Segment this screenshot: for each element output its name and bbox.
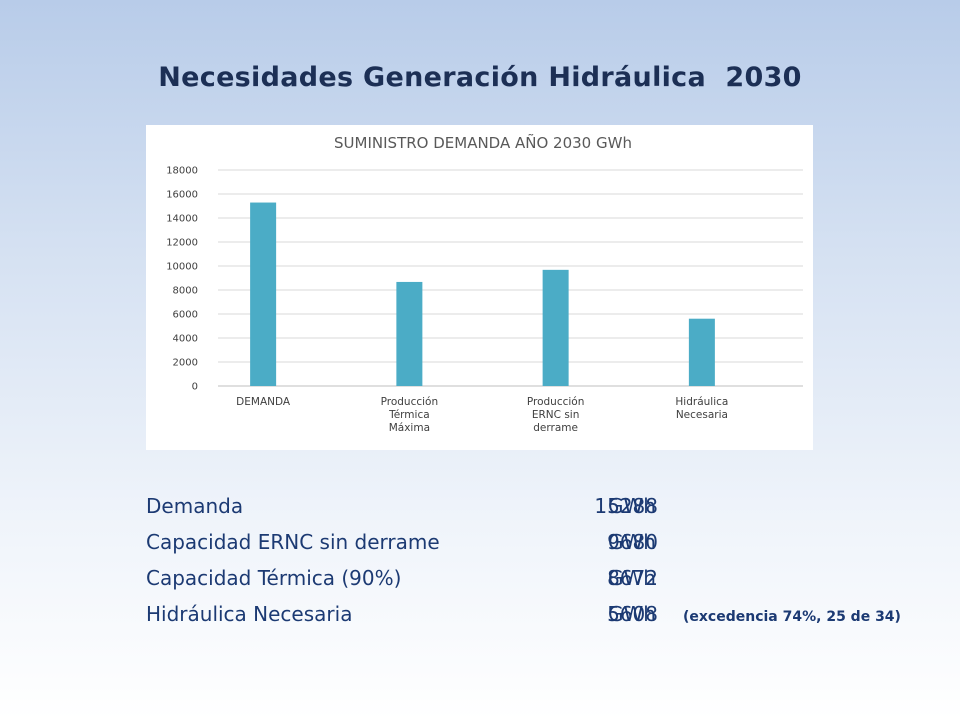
summary-value: 5608 <box>607 602 658 626</box>
y-axis-ticks: 0 2000 4000 6000 8000 10000 12000 14000 16000 180… <box>166 166 198 393</box>
summary-label: Demanda <box>146 494 244 518</box>
summary-value: 9680 <box>607 530 658 554</box>
x-category-label: Hidráulica Necesaria <box>675 396 728 421</box>
x-category-label: Producción Térmica Máxima <box>381 396 439 434</box>
summary-row-demanda: Demanda 15288 GWh <box>146 488 946 524</box>
summary-label: Hidráulica Necesaria <box>146 602 353 626</box>
summary-row-hidraulica: Hidráulica Necesaria 5608 GWh (excedenci… <box>146 596 946 632</box>
y-tick-label: 10000 <box>166 262 198 273</box>
bar <box>688 318 715 386</box>
chart-bars <box>250 202 715 386</box>
summary-unit: GWh <box>608 494 656 518</box>
summary-unit: GWh <box>608 566 656 590</box>
slide-title: Necesidades Generación Hidráulica 2030 <box>158 62 802 93</box>
bar <box>542 269 569 386</box>
summary-table: Demanda 15288 GWh Capacidad ERNC sin der… <box>146 488 946 632</box>
summary-label: Capacidad ERNC sin derrame <box>146 530 440 554</box>
summary-label: Capacidad Térmica (90%) <box>146 566 402 590</box>
summary-unit: GWh <box>608 530 656 554</box>
summary-value: 15288 <box>594 494 658 518</box>
chart-svg: SUMINISTRO DEMANDA AÑO 2030 GWh 0 2000 400… <box>166 133 803 434</box>
x-category-label: Producción ERNC sin derrame <box>527 396 585 434</box>
y-tick-label: 16000 <box>166 190 198 201</box>
bar-chart: SUMINISTRO DEMANDA AÑO 2030 GWh 0 2000 400… <box>146 125 813 450</box>
bar <box>250 202 277 386</box>
summary-row-termica: Capacidad Térmica (90%) 8672 GWh <box>146 560 946 596</box>
summary-row-ernc: Capacidad ERNC sin derrame 9680 GWh <box>146 524 946 560</box>
y-tick-label: 0 <box>192 382 198 393</box>
y-tick-label: 6000 <box>173 310 198 321</box>
x-axis-labels: DEMANDA Producción Térmica Máxima Producción… <box>236 396 728 434</box>
y-tick-label: 14000 <box>166 214 198 225</box>
summary-value: 8672 <box>607 566 658 590</box>
y-tick-label: 12000 <box>166 238 198 249</box>
chart-grid <box>218 169 803 387</box>
x-category-label: DEMANDA <box>236 396 291 408</box>
summary-unit: GWh <box>608 602 656 626</box>
y-tick-label: 4000 <box>173 334 198 345</box>
bar <box>396 281 423 386</box>
chart-title: SUMINISTRO DEMANDA AÑO 2030 GWh <box>334 133 632 152</box>
y-tick-label: 18000 <box>166 166 198 177</box>
y-tick-label: 2000 <box>173 358 198 369</box>
y-tick-label: 8000 <box>173 286 198 297</box>
summary-note: (excedencia 74%, 25 de 34) <box>683 609 901 625</box>
